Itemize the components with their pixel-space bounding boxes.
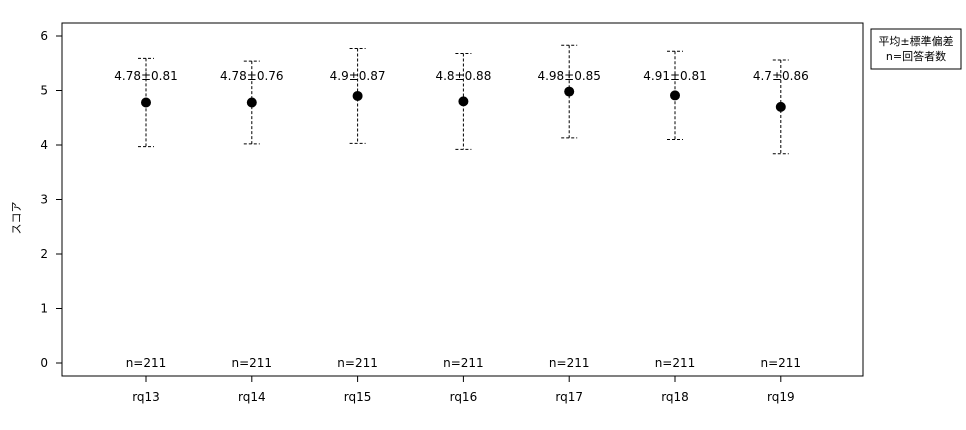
n-label: n=211 bbox=[126, 356, 167, 370]
n-label: n=211 bbox=[232, 356, 273, 370]
mean-point bbox=[246, 97, 257, 108]
mean-point bbox=[564, 86, 575, 97]
n-label: n=211 bbox=[761, 356, 802, 370]
legend-box bbox=[870, 28, 962, 70]
mean-point bbox=[458, 96, 469, 107]
x-tick-label: rq16 bbox=[450, 390, 478, 404]
mean-point bbox=[775, 101, 786, 112]
y-axis: 0 1 2 3 4 5 6 bbox=[40, 29, 62, 370]
series-points: 4.78±0.81 n=211 4.78±0.76 n=211 4.9±0.87 n=21… bbox=[114, 44, 809, 370]
n-label: n=211 bbox=[549, 356, 590, 370]
y-tick-label: 4 bbox=[40, 138, 48, 152]
y-tick-label: 3 bbox=[40, 193, 48, 207]
x-tick-label: rq17 bbox=[555, 390, 583, 404]
y-tick-label: 1 bbox=[40, 302, 48, 316]
n-label: n=211 bbox=[443, 356, 484, 370]
value-label: 4.7±0.86 bbox=[753, 69, 809, 83]
y-tick-label: 2 bbox=[40, 247, 48, 261]
n-label: n=211 bbox=[655, 356, 696, 370]
x-tick-label: rq13 bbox=[132, 390, 160, 404]
value-label: 4.78±0.81 bbox=[114, 69, 178, 83]
legend-line-2: n=回答者数 bbox=[886, 49, 946, 63]
mean-point bbox=[352, 90, 363, 101]
mean-point bbox=[670, 90, 680, 101]
value-label: 4.8±0.88 bbox=[435, 69, 491, 83]
value-label: 4.91±0.81 bbox=[643, 69, 707, 83]
x-tick-label: rq14 bbox=[238, 390, 266, 404]
y-tick-label: 6 bbox=[40, 29, 48, 43]
value-label: 4.9±0.87 bbox=[330, 69, 386, 83]
value-label: 4.78±0.76 bbox=[220, 69, 284, 83]
x-tick-label: rq19 bbox=[767, 390, 795, 404]
y-tick-label: 5 bbox=[40, 84, 48, 98]
y-axis-label: スコア bbox=[10, 202, 23, 235]
x-tick-label: rq15 bbox=[344, 390, 372, 404]
mean-point bbox=[141, 97, 151, 108]
x-tick-label: rq18 bbox=[661, 390, 689, 404]
y-tick-label: 0 bbox=[40, 356, 48, 370]
legend-line-1: 平均±標準偏差 bbox=[878, 34, 953, 48]
n-label: n=211 bbox=[337, 356, 378, 370]
legend: 平均±標準偏差 n=回答者数 bbox=[870, 28, 962, 70]
x-axis: rq13 rq14 rq15 rq16 rq17 rq18 rq19 bbox=[132, 376, 795, 404]
value-label: 4.98±0.85 bbox=[537, 69, 601, 83]
